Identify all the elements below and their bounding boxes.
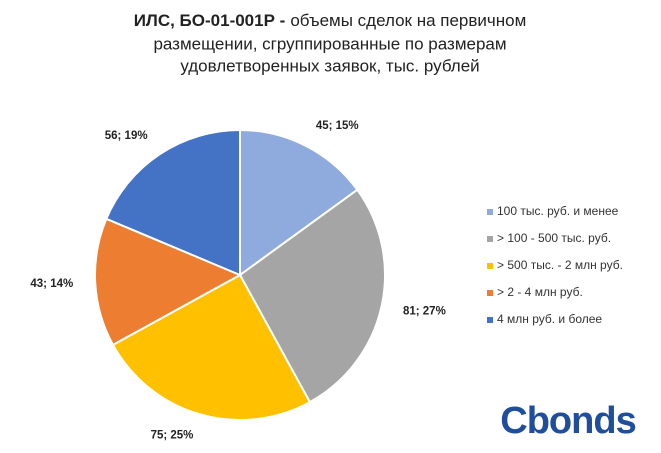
pie-slice: [238, 188, 386, 404]
data-label: 45; 15%: [316, 120, 359, 132]
legend-label: > 2 - 4 млн руб.: [497, 285, 583, 299]
data-label: 81; 27%: [403, 305, 446, 317]
title-line: размещении, сгруппированные по размерам: [153, 34, 506, 53]
pie-slice: [111, 273, 312, 421]
data-label: 43; 14%: [30, 278, 73, 290]
legend-marker: [487, 209, 493, 215]
legend-label: > 100 - 500 тыс. руб.: [497, 231, 611, 245]
title-line: удовлетворенных заявок, тыс. рублей: [180, 56, 479, 75]
legend-label: 100 тыс. руб. и менее: [497, 204, 619, 218]
legend-label: 4 млн руб. и более: [497, 312, 602, 326]
pie-slice: [105, 128, 241, 277]
logo: Cbonds: [500, 400, 635, 442]
chart-title: ИЛС, БО-01-001Р - объемы сделок на первич…: [134, 11, 527, 30]
data-label: 56; 19%: [105, 130, 148, 142]
title-bold: ИЛС, БО-01-001Р -: [134, 11, 286, 30]
legend-marker: [487, 317, 493, 323]
pie-slice: [239, 128, 359, 277]
legend-marker: [487, 263, 493, 269]
legend-label: > 500 тыс. - 2 млн руб.: [497, 258, 623, 272]
legend-marker: [487, 236, 493, 242]
legend-marker: [487, 290, 493, 296]
data-label: 75; 25%: [151, 429, 194, 441]
pie-slice: [94, 217, 243, 347]
title-line: объемы сделок на первичном: [290, 11, 526, 30]
